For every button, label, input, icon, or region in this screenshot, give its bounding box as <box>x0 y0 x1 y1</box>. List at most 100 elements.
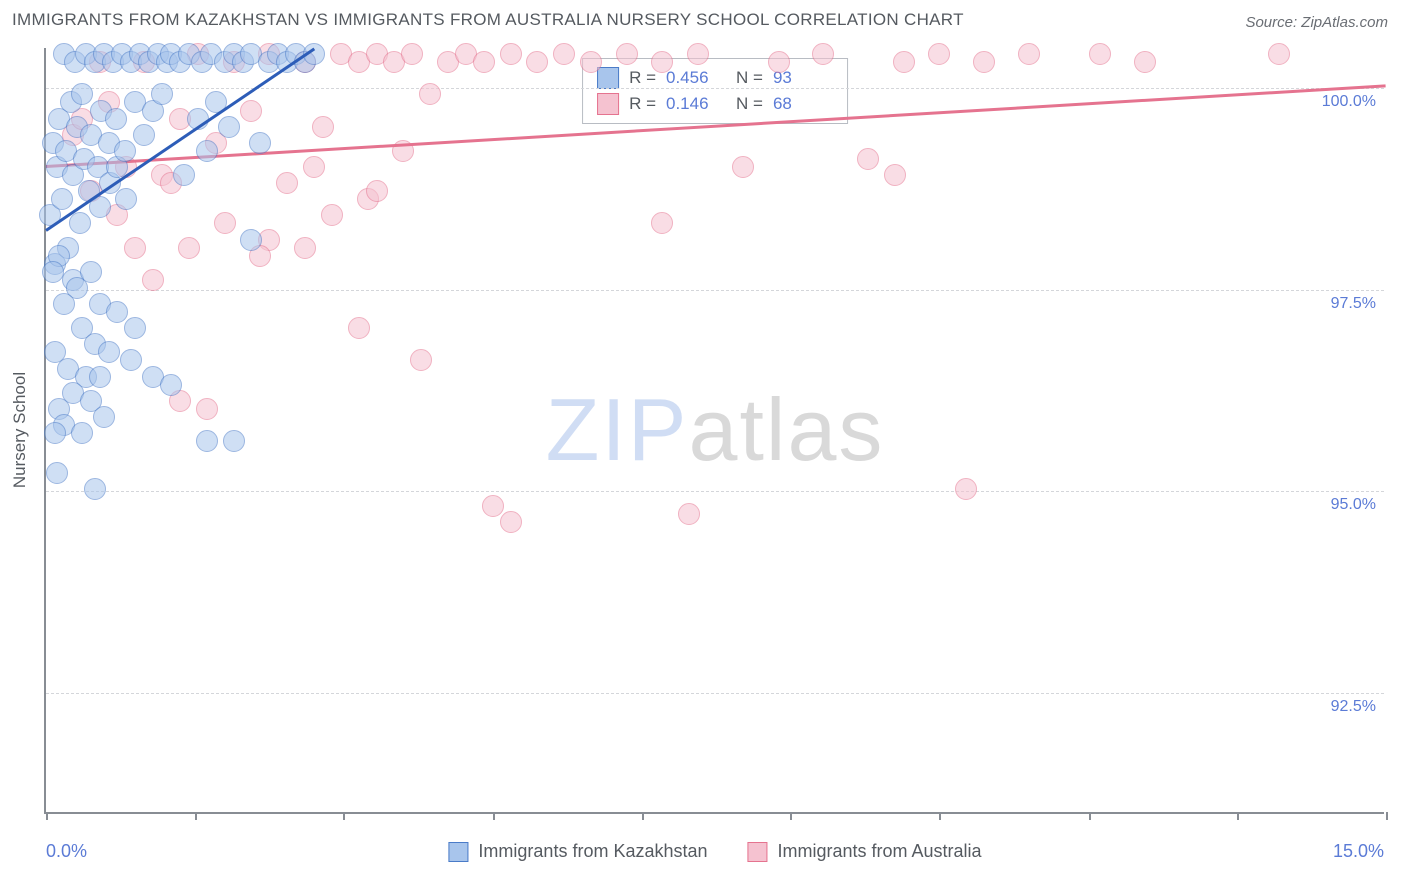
legend-row-australia: R = 0.146 N = 68 <box>597 91 833 117</box>
data-point <box>142 269 164 291</box>
source-attribution: Source: ZipAtlas.com <box>1245 14 1388 31</box>
watermark-part1: ZIP <box>546 380 689 479</box>
data-point <box>249 132 271 154</box>
data-point <box>812 43 834 65</box>
data-point <box>366 180 388 202</box>
legend-swatch-icon <box>448 842 468 862</box>
data-point <box>303 156 325 178</box>
data-point <box>240 229 262 251</box>
x-tick <box>1089 812 1091 820</box>
data-point <box>419 83 441 105</box>
legend-r-label: R = <box>629 68 656 88</box>
data-point <box>46 462 68 484</box>
chart-plot-area: Nursery School ZIPatlas R = 0.456 N = 93… <box>44 48 1384 814</box>
data-point <box>955 478 977 500</box>
x-tick <box>493 812 495 820</box>
x-tick <box>1386 812 1388 820</box>
x-axis-max-label: 15.0% <box>1333 841 1384 862</box>
x-tick <box>195 812 197 820</box>
data-point <box>482 495 504 517</box>
data-point <box>1134 51 1156 73</box>
data-point <box>151 83 173 105</box>
data-point <box>105 108 127 130</box>
x-tick <box>46 812 48 820</box>
legend-row-kazakhstan: R = 0.456 N = 93 <box>597 65 833 91</box>
legend-r-value: 0.146 <box>666 94 726 114</box>
data-point <box>218 116 240 138</box>
data-point <box>732 156 754 178</box>
data-point <box>616 43 638 65</box>
data-point <box>553 43 575 65</box>
legend-swatch-australia <box>597 93 619 115</box>
data-point <box>44 422 66 444</box>
data-point <box>51 188 73 210</box>
data-point <box>500 511 522 533</box>
x-tick <box>790 812 792 820</box>
data-point <box>580 51 602 73</box>
x-tick <box>939 812 941 820</box>
data-point <box>178 237 200 259</box>
data-point <box>1268 43 1290 65</box>
data-point <box>196 398 218 420</box>
gridline <box>46 693 1384 694</box>
data-point <box>1018 43 1040 65</box>
watermark-part2: atlas <box>689 380 885 479</box>
x-tick <box>642 812 644 820</box>
data-point <box>1089 43 1111 65</box>
data-point <box>124 317 146 339</box>
data-point <box>893 51 915 73</box>
legend-item-kazakhstan: Immigrants from Kazakhstan <box>448 841 707 862</box>
y-tick-label: 100.0% <box>1322 93 1376 111</box>
y-axis-title: Nursery School <box>10 372 30 488</box>
data-point <box>196 140 218 162</box>
data-point <box>98 341 120 363</box>
y-tick-label: 97.5% <box>1331 295 1376 313</box>
x-axis-min-label: 0.0% <box>46 841 87 862</box>
data-point <box>71 422 93 444</box>
data-point <box>651 212 673 234</box>
data-point <box>93 406 115 428</box>
data-point <box>678 503 700 525</box>
legend-swatch-icon <box>748 842 768 862</box>
legend-r-value: 0.456 <box>666 68 726 88</box>
legend-r-label: R = <box>629 94 656 114</box>
data-point <box>276 172 298 194</box>
data-point <box>124 237 146 259</box>
data-point <box>84 478 106 500</box>
data-point <box>71 83 93 105</box>
data-point <box>89 366 111 388</box>
data-point <box>294 237 316 259</box>
data-point <box>768 51 790 73</box>
data-point <box>321 204 343 226</box>
data-point <box>133 124 155 146</box>
y-tick-label: 95.0% <box>1331 496 1376 514</box>
data-point <box>42 261 64 283</box>
data-point <box>348 317 370 339</box>
data-point <box>928 43 950 65</box>
data-point <box>223 430 245 452</box>
gridline <box>46 491 1384 492</box>
data-point <box>312 116 334 138</box>
data-point <box>106 301 128 323</box>
legend-item-australia: Immigrants from Australia <box>748 841 982 862</box>
data-point <box>214 212 236 234</box>
legend-swatch-kazakhstan <box>597 67 619 89</box>
y-tick-label: 92.5% <box>1331 698 1376 716</box>
data-point <box>500 43 522 65</box>
legend-label: Immigrants from Australia <box>778 841 982 862</box>
data-point <box>240 100 262 122</box>
gridline <box>46 88 1384 89</box>
legend-n-label: N = <box>736 94 763 114</box>
data-point <box>473 51 495 73</box>
data-point <box>884 164 906 186</box>
data-point <box>69 212 91 234</box>
data-point <box>115 188 137 210</box>
data-point <box>173 164 195 186</box>
data-point <box>401 43 423 65</box>
legend-n-label: N = <box>736 68 763 88</box>
gridline <box>46 290 1384 291</box>
data-point <box>160 374 182 396</box>
data-point <box>526 51 548 73</box>
chart-title: IMMIGRANTS FROM KAZAKHSTAN VS IMMIGRANTS… <box>12 10 964 30</box>
data-point <box>687 43 709 65</box>
